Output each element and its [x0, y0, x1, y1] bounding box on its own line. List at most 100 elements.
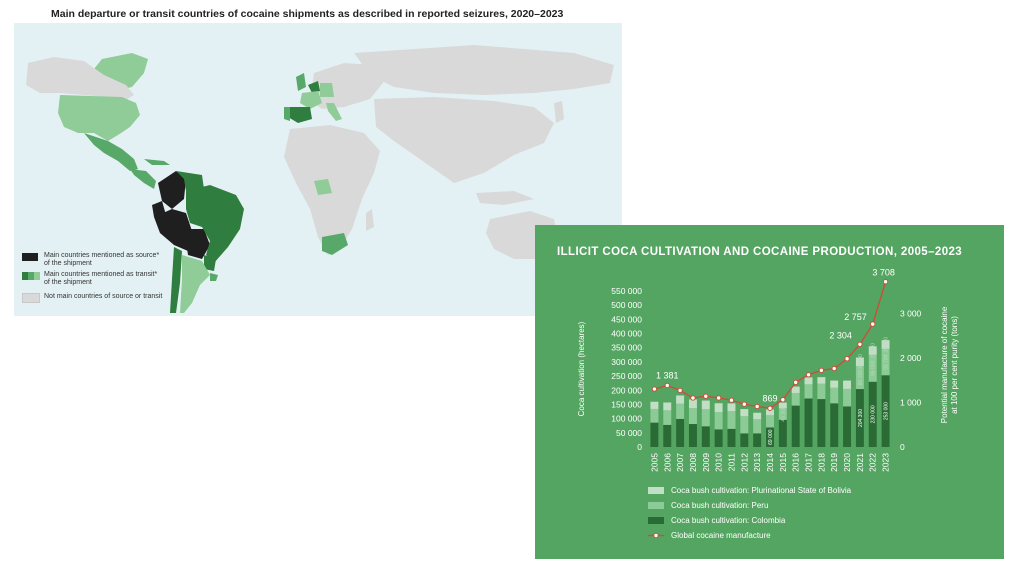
bar-bolivia [804, 377, 813, 385]
x-tick-label: 2018 [816, 453, 826, 472]
bar-value-label: 204 300 [858, 409, 864, 427]
bar-colombia [766, 427, 774, 447]
map-paraguay [204, 255, 216, 271]
legend-swatch [648, 517, 664, 524]
y2-tick-label: 3 000 [900, 308, 922, 318]
manufacture-point [844, 356, 850, 362]
manufacture-point [870, 321, 876, 327]
bar-colombia [855, 389, 864, 447]
x-tick-label: 2016 [791, 453, 801, 472]
y2-axis-label-line2: at 100 per cent purity (tons) [950, 316, 959, 414]
map-mexico [84, 133, 138, 171]
y-tick-label: 550 000 [611, 286, 642, 296]
x-tick-label: 2008 [688, 453, 698, 472]
bar-peru [778, 408, 787, 420]
bar-bolivia [766, 409, 774, 416]
manufacture-data-label: 2 757 [844, 312, 867, 322]
y-tick-label: 200 000 [611, 385, 642, 395]
bar-peru [688, 408, 697, 425]
bar-peru [753, 419, 762, 434]
bar-bolivia [843, 380, 852, 389]
y-tick-label: 0 [637, 442, 642, 452]
map-south-africa [322, 233, 348, 255]
bar-peru [727, 411, 736, 429]
legend-transit-line2: of the shipment [44, 279, 92, 286]
manufacture-point [651, 386, 658, 392]
map-portugal [284, 107, 290, 121]
map-caribbean [144, 159, 170, 165]
bar-bolivia [868, 346, 877, 355]
map-france [300, 91, 322, 109]
legend-swatch [648, 487, 664, 494]
coca-chart-panel: ILLICIT COCA CULTIVATION AND COCAINE PRO… [535, 225, 1004, 559]
manufacture-point [792, 379, 799, 386]
map-uruguay [210, 273, 218, 281]
bar-peru [791, 393, 800, 406]
bar-value-label: 95 000 [871, 360, 877, 376]
map-bolivia [184, 229, 210, 259]
bar-peru [766, 415, 774, 428]
manufacture-point [677, 387, 683, 394]
manufacture-data-label: 1 381 [656, 370, 679, 380]
bar-bolivia [881, 340, 890, 349]
map-asia [374, 97, 554, 183]
x-tick-label: 2022 [868, 453, 878, 472]
legend-source-line2: of the shipment [44, 260, 92, 267]
legend-source-line1: Main countries mentioned as source* [44, 252, 160, 259]
manufacture-point [818, 367, 825, 374]
bar-colombia [804, 398, 813, 447]
map-madagascar [366, 209, 374, 231]
world-map-graphic [26, 45, 614, 313]
bar-peru [650, 408, 659, 423]
map-italy [326, 103, 342, 121]
y-tick-label: 400 000 [611, 329, 642, 339]
legend-swatch-transit-mid [28, 272, 34, 280]
bar-peru [817, 383, 826, 400]
legend-source-label: Main countries mentioned as source* of t… [44, 252, 159, 268]
bar-colombia [714, 429, 723, 447]
manufacture-data-label: 2 304 [829, 330, 852, 340]
coca-chart: ILLICIT COCA CULTIVATION AND COCAINE PRO… [557, 246, 962, 540]
map-title: Main departure or transit countries of c… [51, 8, 564, 20]
y-tick-label: 300 000 [611, 357, 642, 367]
bar-colombia [817, 399, 826, 447]
x-tick-label: 2010 [714, 453, 724, 472]
chart-title: ILLICIT COCA CULTIVATION AND COCAINE PRO… [557, 246, 962, 258]
bar-colombia [791, 405, 800, 447]
bar-peru [740, 416, 749, 434]
bar-value-label: 92 784 [884, 354, 890, 370]
bar-peru [855, 366, 864, 390]
bar-bolivia [650, 401, 659, 409]
x-tick-label: 2009 [701, 453, 711, 472]
y-tick-label: 500 000 [611, 300, 642, 310]
map-colombia [158, 171, 186, 209]
y2-tick-label: 2 000 [900, 353, 922, 363]
map-peru [154, 209, 192, 251]
bar-peru [663, 410, 672, 425]
map-chile [170, 247, 182, 313]
bar-peru [676, 403, 685, 419]
bar-bolivia [701, 400, 710, 410]
map-spain [288, 107, 312, 123]
bar-colombia [701, 426, 710, 447]
y2-tick-label: 1 000 [900, 397, 922, 407]
manufacture-point [767, 405, 773, 411]
bar-colombia [676, 418, 685, 447]
manufacture-point [715, 395, 722, 401]
bar-value-label: 230 000 [871, 405, 877, 423]
map-brazil [186, 185, 244, 263]
bar-bolivia [791, 386, 800, 394]
map-venezuela [176, 171, 204, 191]
legend-transit-line1: Main countries mentioned as transit* [44, 271, 158, 278]
map-netherlands [308, 81, 320, 93]
bar-colombia [843, 406, 852, 447]
manufacture-point [754, 403, 760, 410]
manufacture-data-label: 3 708 [872, 268, 895, 278]
x-tick-label: 2021 [855, 453, 865, 472]
manufacture-point [857, 341, 863, 348]
map-japan [554, 101, 564, 123]
y-tick-label: 450 000 [611, 314, 642, 324]
x-tick-label: 2014 [765, 453, 775, 472]
bar-colombia [778, 419, 787, 447]
legend-label: Coca bush cultivation: Peru [671, 501, 768, 510]
